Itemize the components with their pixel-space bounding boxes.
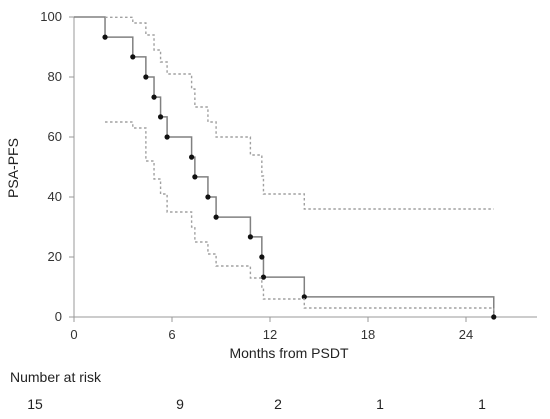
- event-marker-14: [491, 314, 497, 320]
- y-tick-label-0: 0: [55, 309, 62, 324]
- risk-count-24m: 1: [478, 396, 486, 412]
- risk-table-title: Number at risk: [10, 369, 102, 385]
- event-marker-4: [157, 114, 164, 120]
- y-axis-title: PSA-PFS: [5, 138, 21, 198]
- x-tick-label-18: 18: [361, 327, 375, 342]
- risk-count-12m: 2: [274, 396, 282, 412]
- y-tick-label-100: 100: [40, 9, 62, 24]
- event-marker-3: [151, 94, 157, 100]
- y-tick-label-80: 80: [48, 69, 62, 84]
- plot-area: 0 20 40 60 80 100 0 6 12 18 24: [40, 9, 537, 342]
- x-tick-label-12: 12: [263, 327, 277, 342]
- event-marker-5: [164, 134, 170, 140]
- x-tick-label-0: 0: [70, 327, 77, 342]
- event-marker-0: [102, 34, 108, 40]
- event-marker-1: [130, 54, 136, 60]
- event-marker-9: [213, 214, 219, 220]
- risk-count-0m: 15: [27, 396, 43, 412]
- event-marker-8: [205, 194, 211, 200]
- risk-count-18m: 1: [376, 396, 384, 412]
- risk-count-6m: 9: [176, 396, 184, 412]
- x-tick-label-6: 6: [168, 327, 175, 342]
- x-tick-label-24: 24: [459, 327, 473, 342]
- event-marker-6: [189, 154, 195, 160]
- event-marker-10: [247, 234, 253, 240]
- y-tick-label-60: 60: [48, 129, 62, 144]
- event-marker-7: [192, 174, 198, 180]
- lower-ci-curve: [105, 121, 495, 314]
- event-marker-11: [259, 254, 265, 260]
- event-marker-12: [260, 274, 267, 280]
- y-tick-label-40: 40: [48, 189, 62, 204]
- km-chart: 0 20 40 60 80 100 0 6 12 18 24 PSA-PFS Months from…: [5, 9, 537, 360]
- y-tick-label-20: 20: [48, 249, 62, 264]
- event-marker-13: [301, 294, 307, 300]
- upper-ci-curve: [105, 16, 494, 210]
- x-axis-title: Months from PSDT: [229, 345, 348, 360]
- km-survival-curve: [74, 16, 495, 317]
- event-marker-2: [143, 74, 149, 80]
